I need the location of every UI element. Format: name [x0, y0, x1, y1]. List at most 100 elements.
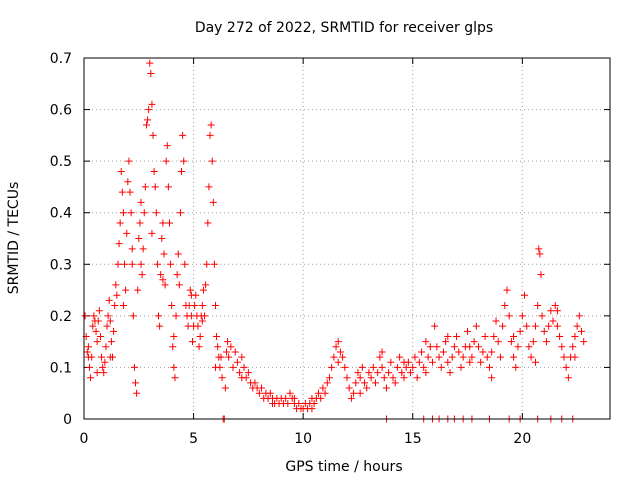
data-point: [537, 271, 545, 279]
data-point: [393, 363, 401, 371]
y-axis-label: SRMTID / TECUs: [6, 182, 22, 295]
data-point: [516, 327, 524, 335]
data-point: [418, 348, 426, 356]
data-point: [224, 338, 232, 346]
data-point: [319, 384, 327, 392]
data-point: [573, 322, 581, 330]
y-tick-label: 0.7: [50, 51, 72, 67]
data-point: [128, 260, 136, 268]
data-point: [156, 322, 164, 330]
data-point: [499, 322, 507, 330]
data-point: [144, 116, 152, 124]
data-point: [222, 348, 230, 356]
data-point: [87, 374, 95, 382]
data-point: [468, 353, 476, 361]
data-point: [523, 322, 531, 330]
data-point: [146, 59, 154, 67]
data-point: [209, 198, 217, 206]
x-tick-label: 10: [294, 431, 312, 447]
data-point: [450, 343, 458, 351]
data-point: [114, 260, 122, 268]
data-point: [164, 183, 172, 191]
data-point: [494, 338, 502, 346]
data-point: [173, 271, 181, 279]
data-point: [117, 167, 125, 175]
data-point: [439, 348, 447, 356]
data-point: [255, 389, 263, 397]
data-point: [176, 209, 184, 217]
data-point: [505, 312, 513, 320]
data-point: [106, 353, 114, 361]
data-point: [122, 286, 130, 294]
data-point: [510, 332, 518, 340]
data-point: [171, 374, 179, 382]
data-point: [551, 302, 559, 310]
data-point: [98, 353, 106, 361]
data-point: [142, 121, 150, 129]
data-point: [391, 379, 399, 387]
data-point: [198, 317, 206, 325]
y-tick-label: 0.1: [50, 360, 72, 376]
data-point: [159, 219, 167, 227]
data-point: [569, 343, 577, 351]
data-point: [175, 281, 183, 289]
data-point: [315, 389, 323, 397]
data-point: [198, 302, 206, 310]
data-point: [358, 363, 366, 371]
data-point: [178, 167, 186, 175]
data-point: [345, 384, 353, 392]
data-point: [547, 307, 555, 315]
data-point: [308, 405, 316, 413]
data-point: [466, 343, 474, 351]
data-point: [380, 374, 388, 382]
data-point: [119, 302, 127, 310]
data-point: [165, 219, 173, 227]
data-point: [398, 369, 406, 377]
data-point: [155, 312, 163, 320]
data-point: [350, 389, 358, 397]
data-point: [111, 302, 119, 310]
data-point: [201, 312, 209, 320]
data-point: [389, 374, 397, 382]
data-point: [147, 69, 155, 77]
data-point: [157, 271, 165, 279]
data-point: [268, 400, 276, 408]
data-point: [102, 343, 110, 351]
data-point: [207, 121, 215, 129]
data-point: [168, 302, 176, 310]
data-point: [208, 157, 216, 165]
data-point: [231, 348, 239, 356]
data-point: [374, 369, 382, 377]
data-point: [361, 379, 369, 387]
data-point: [153, 260, 161, 268]
data-point: [101, 358, 109, 366]
data-point: [488, 348, 496, 356]
data-point: [428, 358, 436, 366]
data-point: [424, 353, 432, 361]
data-point: [151, 183, 159, 191]
data-point: [213, 332, 221, 340]
chart-title: Day 272 of 2022, SRMTID for receiver glp…: [195, 20, 493, 36]
data-point: [507, 338, 515, 346]
data-point: [455, 348, 463, 356]
data-point: [158, 235, 166, 242]
data-point: [514, 343, 522, 351]
data-point: [317, 394, 325, 402]
data-point: [170, 363, 178, 371]
data-point: [218, 374, 226, 382]
y-tick-label: 0: [63, 412, 72, 428]
data-point: [387, 358, 395, 366]
data-point: [472, 322, 480, 330]
data-point: [444, 358, 452, 366]
y-tick-label: 0.5: [50, 154, 72, 170]
data-point: [290, 394, 298, 402]
data-point: [125, 157, 133, 165]
data-point: [490, 332, 498, 340]
data-point: [556, 332, 564, 340]
data-point: [138, 271, 146, 279]
data-point: [437, 363, 445, 371]
data-point: [422, 338, 430, 346]
data-point: [203, 260, 211, 268]
data-point: [420, 363, 428, 371]
data-point: [126, 188, 134, 196]
